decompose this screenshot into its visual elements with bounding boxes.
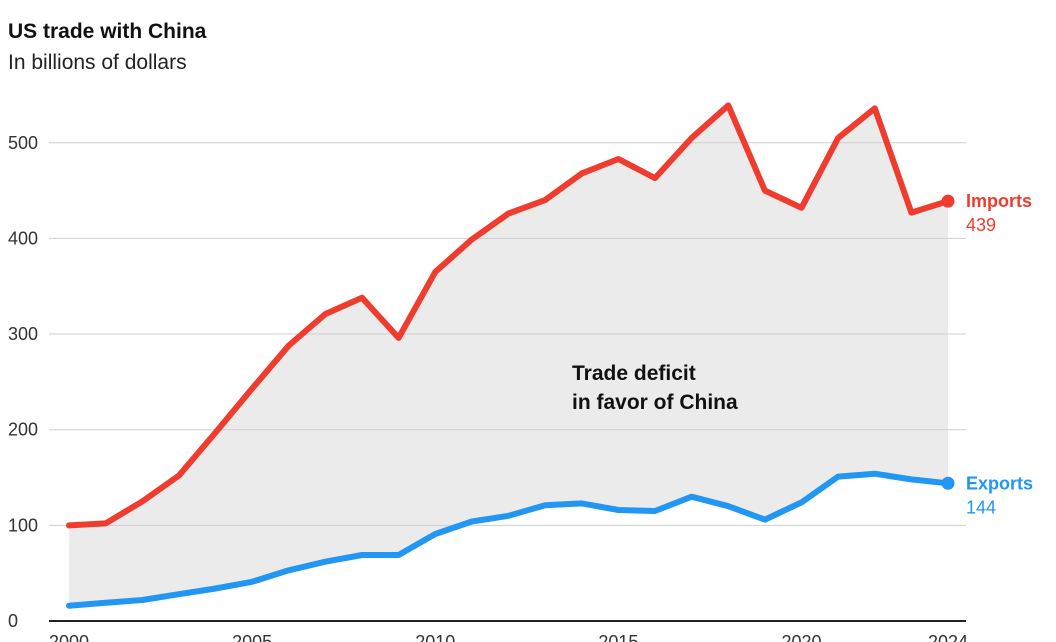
imports-series-label: Imports bbox=[966, 191, 1032, 211]
annotation-line-1: Trade deficit bbox=[572, 362, 696, 385]
chart-subtitle: In billions of dollars bbox=[8, 51, 187, 74]
x-tick-label: 2005 bbox=[232, 632, 272, 642]
trade-deficit-area bbox=[69, 105, 948, 606]
exports-end-point bbox=[941, 476, 955, 490]
y-tick-label: 100 bbox=[8, 515, 38, 535]
y-tick-label: 300 bbox=[8, 324, 38, 344]
x-tick-label: 2015 bbox=[598, 632, 638, 642]
y-tick-label: 400 bbox=[8, 228, 38, 248]
y-tick-label: 200 bbox=[8, 420, 38, 440]
chart-title: US trade with China bbox=[8, 20, 207, 43]
exports-series-label: Exports bbox=[966, 473, 1033, 493]
x-tick-label: 2020 bbox=[781, 632, 821, 642]
x-tick-label: 2000 bbox=[49, 632, 89, 642]
exports-line bbox=[66, 470, 951, 609]
imports-line bbox=[66, 102, 951, 529]
x-tick-label: 2024 bbox=[928, 632, 968, 642]
y-tick-label: 500 bbox=[8, 133, 38, 153]
x-tick-label: 2010 bbox=[415, 632, 455, 642]
exports-end-value: 144 bbox=[966, 497, 996, 517]
imports-end-point bbox=[941, 194, 955, 208]
annotation-line-2: in favor of China bbox=[572, 391, 738, 414]
imports-end-value: 439 bbox=[966, 215, 996, 235]
y-tick-label: 0 bbox=[8, 611, 18, 631]
